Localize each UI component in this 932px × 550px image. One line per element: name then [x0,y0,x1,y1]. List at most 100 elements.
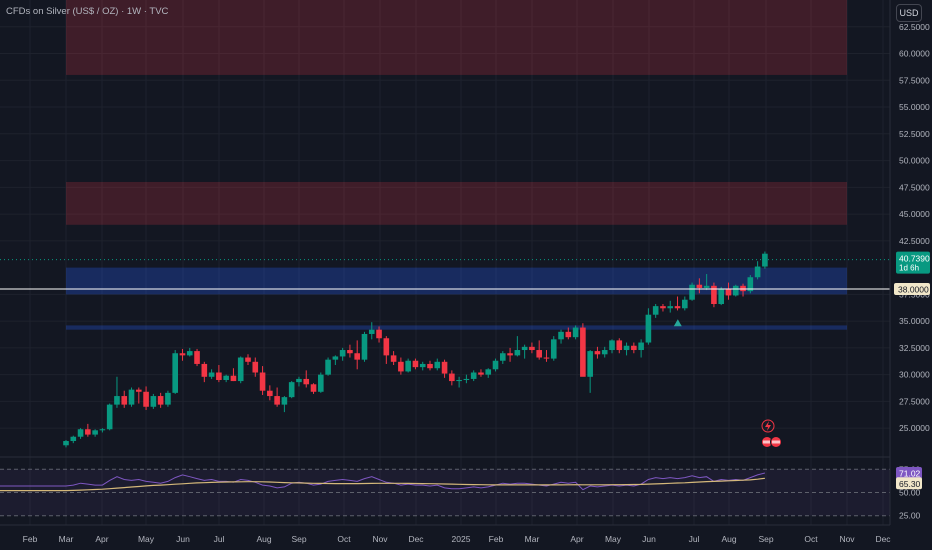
overlay [0,288,890,448]
time-tick-label: May [138,534,155,544]
price-tick-label: 27.5000 [899,396,930,406]
candle-body [616,340,623,351]
flag-stripes [763,440,771,444]
candle-body [361,333,368,360]
time-tick-label: Aug [721,534,736,544]
time-tick-label: Dec [875,534,891,544]
candle-body [550,339,557,359]
lightning-icon [761,419,775,433]
time-tick-label: Nov [372,534,388,544]
zone-rect [66,267,847,295]
time-tick-label: Feb [23,534,38,544]
candle-body [434,361,441,369]
candle-body [725,289,732,296]
candle-body [463,378,470,380]
flag-stripes [772,440,780,444]
candle-body [441,361,448,374]
time-tick-label: 2025 [452,534,471,544]
zone-rect [66,181,847,225]
candle-body [398,361,404,372]
time-tick-label: Dec [408,534,424,544]
time-tick-label: Feb [489,534,504,544]
candle-body [580,327,586,377]
candle-body [216,372,222,380]
time-tick-label: Apr [570,534,583,544]
candle-body [456,380,462,382]
zone-rect [66,325,847,330]
level-price-tag [894,283,930,296]
candle-body [521,346,528,351]
candle-body [572,327,579,338]
price-tick-label: 47.5000 [899,182,930,192]
candle-body [274,396,280,405]
price-tick-label: 52.5000 [899,129,930,139]
candle-body [237,357,244,382]
candle-body [689,284,695,300]
rsi-ma-line [0,477,765,492]
candle-body [157,396,164,405]
candle-body [383,338,390,356]
candle-body [412,360,419,368]
candle-body [128,389,135,405]
grid-lines [0,0,890,525]
candle-body [208,372,215,377]
us-flag-icon [761,436,782,448]
price-tick-label: 50.0000 [899,156,930,166]
candle-body [405,360,411,372]
candle-body [711,285,717,304]
candle-body [419,363,426,368]
candle-body [172,353,178,393]
time-tick-label: May [605,534,622,544]
time-tick-label: Oct [337,534,351,544]
price-tick-label: 42.5000 [899,236,930,246]
rsi-pane [0,456,890,517]
candle-body [143,391,149,407]
candle-body [485,369,492,375]
signal-triangle-icon [673,319,682,327]
candle-body [558,331,564,340]
candle-body [667,306,674,309]
candle-body [492,360,499,370]
candle-body [594,351,601,355]
time-tick-label: Aug [256,534,271,544]
candle-body [77,429,84,437]
candle-body [631,345,637,351]
candle-body [230,375,237,382]
candle-body [747,277,754,292]
candle-body [470,372,477,379]
candle-body [194,351,200,364]
price-tick-label: 35.0000 [899,316,930,326]
candle-body [179,353,186,356]
price-tick-label: 57.5000 [899,75,930,85]
time-tick-label: Nov [839,534,855,544]
candle-body [99,429,106,431]
time-tick-label: Jul [689,534,700,544]
candle-body [332,356,339,360]
rsi-value: 71.02 [899,468,921,478]
candle-body [114,396,120,405]
candle-body [645,314,652,343]
candle-body [252,361,259,373]
candle-body [136,389,142,392]
candle-body [106,404,113,430]
candle-body [623,345,630,351]
time-tick-label: Mar [59,534,74,544]
candle-body [186,351,193,356]
lightning-bolt [765,421,771,431]
candle-body [165,392,171,405]
candle-body [500,353,506,361]
candle-body [507,353,513,356]
candle-body [92,430,98,435]
candle-body [201,363,208,377]
time-tick-label: Jun [642,534,656,544]
currency-button[interactable]: USD [896,4,922,22]
level-price-value: 38.0000 [898,285,929,295]
price-tick-label: 62.5000 [899,22,930,32]
candle-body [601,350,608,355]
time-tick-label: Sep [291,534,306,544]
candle-body [318,374,324,392]
candle-body [543,357,550,359]
